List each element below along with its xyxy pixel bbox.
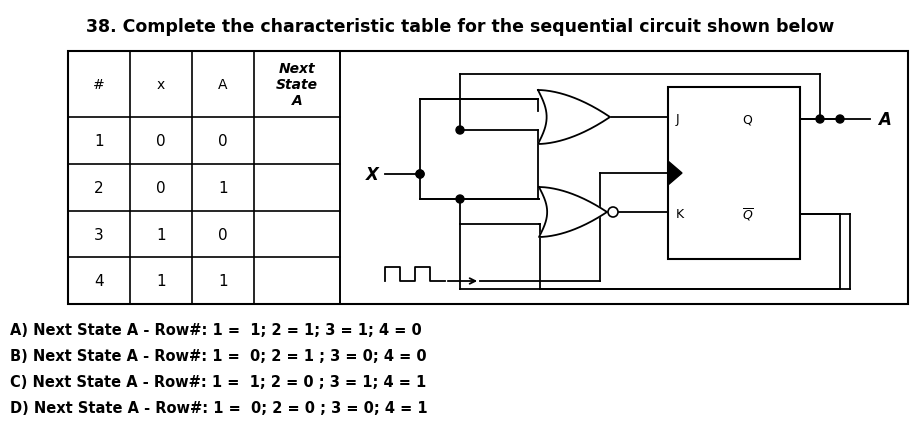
Text: D) Next State A - Row#: 1 =  0; 2 = 0 ; 3 = 0; 4 = 1: D) Next State A - Row#: 1 = 0; 2 = 0 ; 3…	[10, 400, 427, 415]
Text: 3: 3	[94, 227, 104, 242]
Text: B) Next State A - Row#: 1 =  0; 2 = 1 ; 3 = 0; 4 = 0: B) Next State A - Row#: 1 = 0; 2 = 1 ; 3…	[10, 348, 426, 363]
Text: 1: 1	[218, 181, 228, 196]
Text: 2: 2	[94, 181, 104, 196]
Circle shape	[607, 208, 618, 218]
Bar	[667, 88, 800, 259]
Polygon shape	[539, 187, 607, 237]
Text: J: J	[675, 113, 679, 126]
Polygon shape	[667, 162, 681, 186]
Text: X: X	[366, 166, 379, 184]
Text: x: x	[157, 78, 165, 92]
Text: A) Next State A - Row#: 1 =  1; 2 = 1; 3 = 1; 4 = 0: A) Next State A - Row#: 1 = 1; 2 = 1; 3 …	[10, 322, 421, 337]
Circle shape	[456, 127, 463, 135]
Text: A: A	[218, 78, 228, 92]
Text: 1: 1	[94, 134, 104, 149]
Text: 0: 0	[218, 227, 228, 242]
Text: A: A	[877, 111, 890, 129]
Text: #: #	[93, 78, 105, 92]
Circle shape	[456, 196, 463, 203]
Text: 38. Complete the characteristic table for the sequential circuit shown below: 38. Complete the characteristic table fo…	[85, 18, 834, 36]
Polygon shape	[538, 91, 609, 144]
Text: C) Next State A - Row#: 1 =  1; 2 = 0 ; 3 = 1; 4 = 1: C) Next State A - Row#: 1 = 1; 2 = 0 ; 3…	[10, 374, 425, 389]
Circle shape	[835, 116, 843, 124]
Text: $\overline{Q}$: $\overline{Q}$	[742, 206, 753, 223]
Text: 4: 4	[94, 273, 104, 289]
Text: 1: 1	[156, 227, 165, 242]
Circle shape	[815, 116, 823, 124]
Text: K: K	[675, 208, 684, 221]
Bar	[68, 52, 907, 304]
Text: Next
State
A: Next State A	[276, 61, 318, 108]
Text: Q: Q	[742, 113, 751, 126]
Text: 0: 0	[156, 181, 165, 196]
Text: 1: 1	[156, 273, 165, 289]
Circle shape	[415, 171, 424, 178]
Circle shape	[415, 171, 424, 178]
Text: 1: 1	[218, 273, 228, 289]
Text: 0: 0	[218, 134, 228, 149]
Text: 0: 0	[156, 134, 165, 149]
